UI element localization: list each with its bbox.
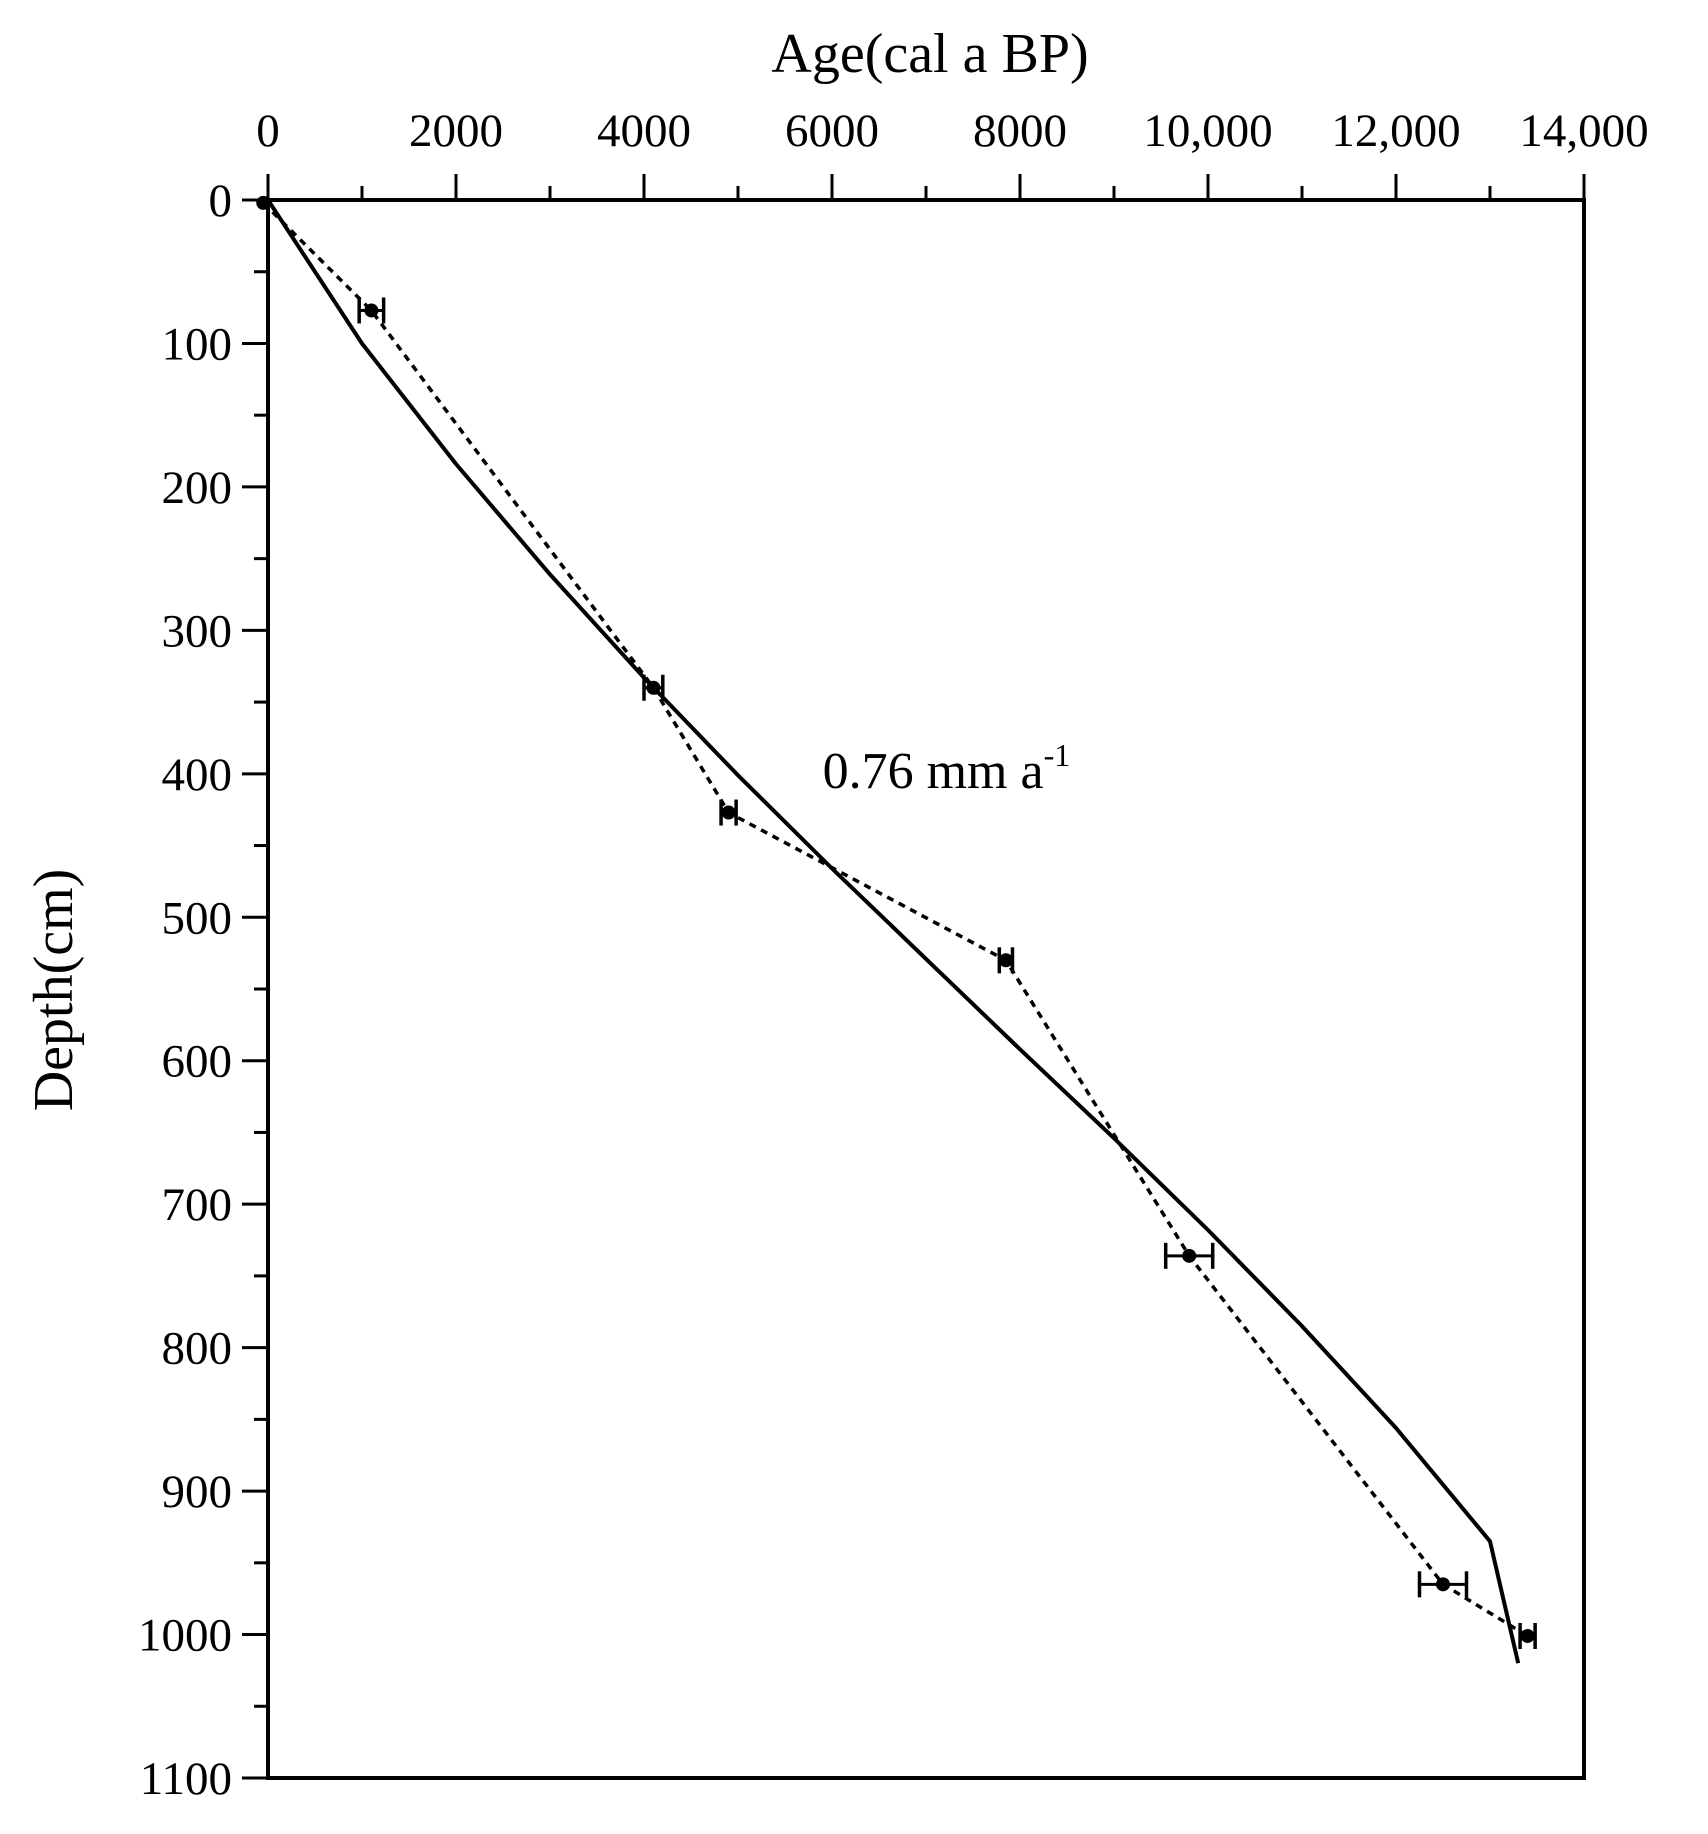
x-tick-label: 0 <box>256 105 280 157</box>
y-tick-label: 200 <box>162 462 233 514</box>
connecting-line-layer <box>262 201 1529 1638</box>
x-tick-label: 8000 <box>973 105 1067 157</box>
y-tick-label: 800 <box>162 1323 233 1375</box>
data-point <box>364 303 379 318</box>
fit-curve-layer <box>266 198 1521 1664</box>
plot-frame <box>266 198 1586 1780</box>
rate-annotation-text: 0.76 mm a <box>823 743 1044 800</box>
x-tick-label: 6000 <box>785 105 879 157</box>
y-tick-label: 1100 <box>140 1753 232 1805</box>
data-point <box>1436 1577 1450 1592</box>
x-tick-label: 10,000 <box>1143 105 1272 157</box>
x-tick-label: 12,000 <box>1331 105 1460 157</box>
y-tick-label: 500 <box>162 892 233 944</box>
rate-annotation: 0.76 mm a-1 <box>823 737 1071 800</box>
connecting-dashed-line <box>262 201 1529 1638</box>
y-tick-label: 400 <box>162 749 233 801</box>
rate-annotation-superscript: -1 <box>1044 737 1071 773</box>
axis-ticks: 0 2000 4000 6000 8000 10,000 12,000 14,000 0 100 2… <box>138 105 1649 1805</box>
x-tick-label: 2000 <box>409 105 503 157</box>
y-tick-label: 1000 <box>138 1610 232 1662</box>
data-point <box>721 805 736 820</box>
y-axis-title: Depth(cm) <box>23 869 85 1112</box>
y-tick-label: 0 <box>209 175 233 227</box>
x-tick-label: 4000 <box>597 105 691 157</box>
y-tick-label: 300 <box>162 605 233 657</box>
x-axis-title: Age(cal a BP) <box>771 23 1088 85</box>
fit-curve <box>266 198 1521 1664</box>
y-tick-label: 600 <box>162 1036 233 1088</box>
x-tick-label: 14,000 <box>1519 105 1648 157</box>
y-tick-label: 100 <box>162 318 233 370</box>
data-point <box>998 953 1013 968</box>
data-point <box>1182 1248 1197 1263</box>
data-point <box>646 680 661 695</box>
data-point <box>1520 1628 1535 1643</box>
data-points-layer <box>256 195 1537 1649</box>
y-tick-label: 900 <box>162 1466 233 1518</box>
y-tick-label: 700 <box>162 1179 233 1231</box>
